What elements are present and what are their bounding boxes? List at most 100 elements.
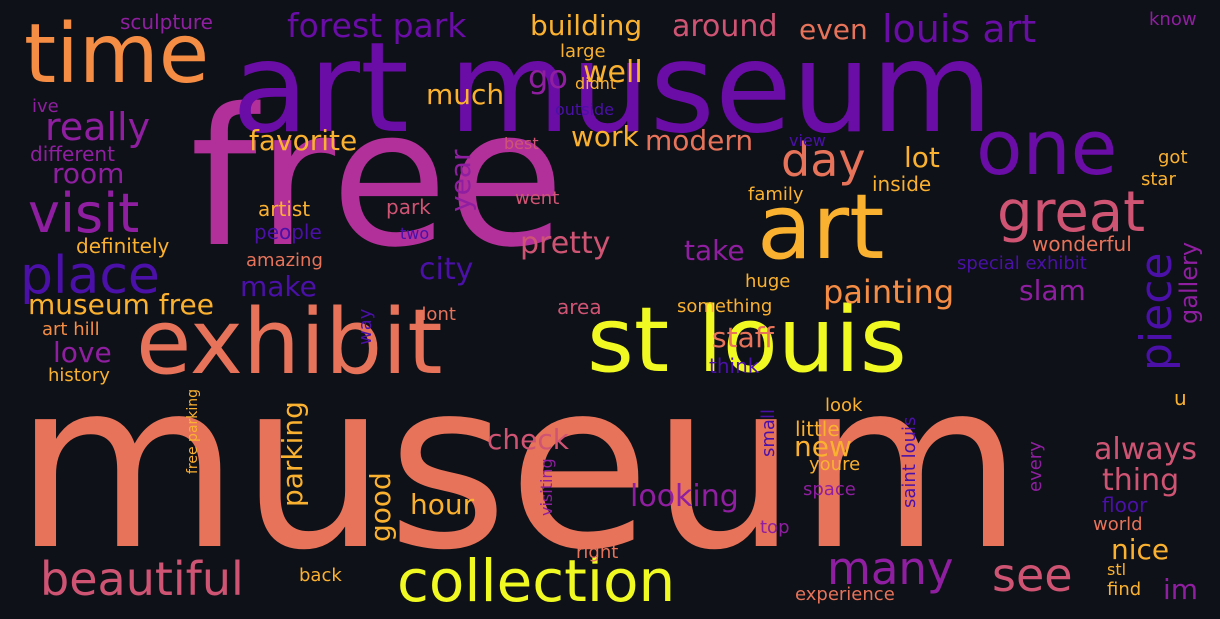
word-lot: lot: [904, 141, 940, 174]
word-see: see: [992, 548, 1073, 602]
word-building: building: [530, 9, 643, 42]
word-star: star: [1141, 169, 1176, 190]
word-one: one: [976, 103, 1118, 192]
word-exhibit: exhibit: [136, 290, 443, 395]
word-two: two: [400, 224, 430, 243]
word-outside: outside: [555, 100, 614, 119]
word-definitely: definitely: [76, 234, 170, 258]
word-stl: stl: [1107, 560, 1127, 579]
word-little: little: [795, 417, 840, 441]
word-im: im: [1163, 573, 1199, 606]
word-free-parking: free parking: [185, 388, 201, 474]
word-really: really: [45, 105, 151, 149]
word-best: best: [504, 134, 539, 153]
word-huge: huge: [745, 271, 791, 292]
word-favorite: favorite: [249, 124, 358, 157]
word-slam: slam: [1019, 274, 1086, 307]
word-beautiful: beautiful: [40, 552, 244, 606]
word-area: area: [557, 295, 602, 319]
word-right: right: [576, 542, 619, 563]
word-always: always: [1094, 432, 1198, 467]
word-people: people: [254, 220, 322, 244]
word-look: look: [825, 395, 863, 416]
word-hour: hour: [410, 488, 475, 521]
word-got: got: [1158, 147, 1188, 168]
word-take: take: [684, 234, 745, 267]
word-gallery: gallery: [1175, 241, 1203, 324]
word-history: history: [48, 365, 110, 386]
word-even: even: [799, 13, 868, 46]
word-day: day: [781, 133, 866, 187]
word-visiting: visiting: [537, 458, 556, 516]
word-find: find: [1107, 579, 1142, 600]
word-painting: painting: [823, 273, 955, 311]
word-something: something: [677, 296, 773, 317]
word-world: world: [1093, 514, 1143, 535]
word-city: city: [419, 252, 474, 287]
word-artist: artist: [258, 197, 311, 221]
word-well: well: [583, 55, 643, 90]
word-make: make: [240, 270, 317, 303]
word-way: way: [355, 308, 376, 345]
word-dont: dont: [415, 304, 456, 325]
word-think: think: [709, 354, 760, 378]
word-around: around: [672, 9, 778, 44]
word-pretty: pretty: [520, 226, 611, 261]
word-great: great: [997, 180, 1146, 245]
word-experience: experience: [795, 584, 895, 605]
word-inside: inside: [872, 172, 932, 196]
word-top: top: [760, 517, 790, 538]
word-ive: ive: [32, 96, 59, 117]
word-art-hill: art hill: [42, 319, 100, 340]
word-family: family: [748, 184, 804, 205]
word-good: good: [364, 472, 397, 542]
word-forest-park: forest park: [287, 6, 467, 45]
word-new: new: [794, 430, 852, 463]
word-staff: staff: [712, 321, 775, 354]
word-u: u: [1174, 386, 1187, 410]
word-louis-art: louis art: [882, 7, 1037, 51]
word-special-exhibit: special exhibit: [957, 253, 1087, 274]
word-free: free: [190, 68, 565, 289]
word-museum: museum: [14, 331, 1024, 601]
word-went: went: [515, 188, 560, 209]
word-view: view: [789, 131, 826, 150]
word-museum-free: museum free: [28, 288, 214, 321]
word-art: art: [757, 175, 885, 280]
word-saint-louis: saint louis: [899, 416, 920, 508]
word-time: time: [24, 7, 210, 102]
word-every: every: [1025, 441, 1046, 492]
word-park: park: [386, 195, 431, 219]
word-place: place: [20, 246, 160, 306]
word-wonderful: wonderful: [1032, 232, 1132, 256]
word-know: know: [1149, 9, 1197, 30]
word-youre: youre: [809, 454, 861, 475]
word-many: many: [827, 542, 954, 595]
word-small: small: [758, 409, 779, 457]
word-go: go: [528, 58, 568, 96]
word-room: room: [52, 157, 125, 190]
word-looking: looking: [630, 479, 739, 514]
word-parking: parking: [276, 401, 309, 507]
word-st-louis: st louis: [587, 288, 907, 393]
word-work: work: [571, 120, 639, 153]
word-modern: modern: [645, 124, 754, 157]
word-back: back: [299, 565, 342, 586]
word-nice: nice: [1111, 533, 1170, 566]
word-year: year: [444, 149, 477, 212]
word-large: large: [560, 41, 606, 62]
word-thing: thing: [1102, 463, 1180, 498]
word-collection: collection: [397, 547, 676, 615]
word-love: love: [53, 336, 112, 369]
word-different: different: [30, 142, 115, 166]
word-visit: visit: [28, 182, 140, 245]
word-art-museum: art museum: [232, 16, 993, 161]
word-didnt: didnt: [575, 74, 617, 93]
word-piece: piece: [1131, 252, 1182, 372]
word-floor: floor: [1102, 493, 1148, 517]
word-sculpture: sculpture: [120, 10, 213, 34]
word-much: much: [426, 78, 505, 111]
word-check: check: [487, 423, 569, 456]
word-amazing: amazing: [246, 250, 323, 271]
